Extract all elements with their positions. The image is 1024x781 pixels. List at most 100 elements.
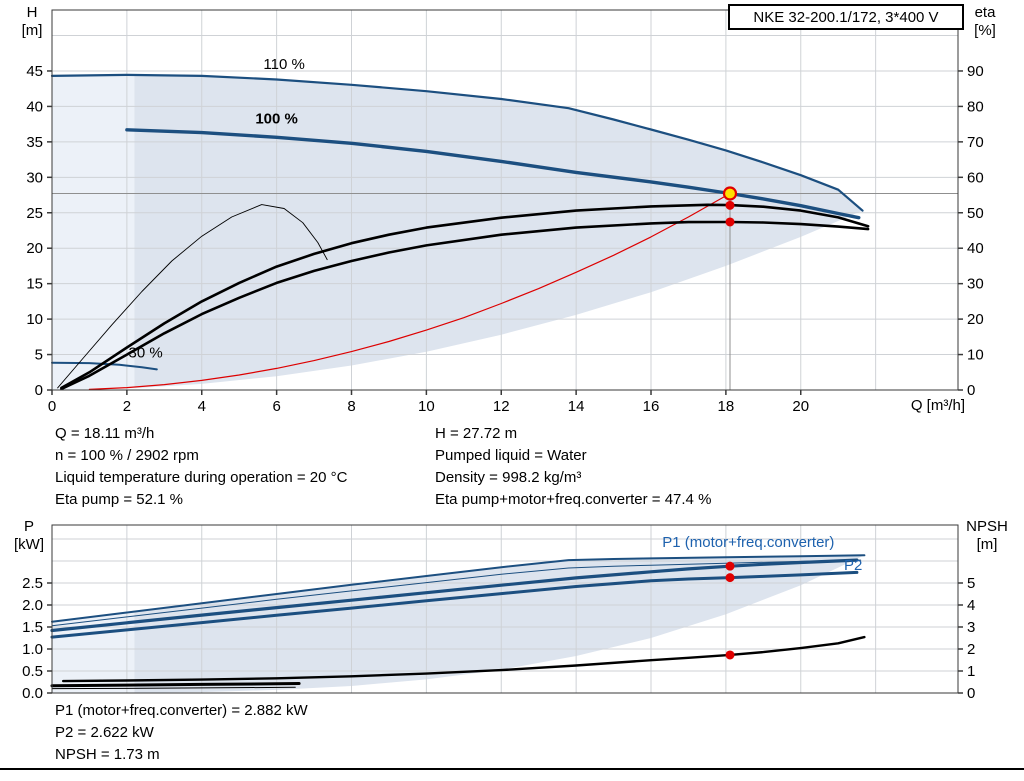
y-right-tick-label: 20: [967, 311, 984, 328]
npsh-point: [725, 650, 735, 660]
x-tick-label: 2: [123, 398, 131, 415]
p2-point: [725, 573, 735, 583]
y-tick-label: 5: [35, 347, 43, 364]
stat-speed: n = 100 % / 2902 rpm: [55, 447, 199, 464]
y-tick-label: 35: [26, 134, 43, 151]
npsh-axis-unit: [m]: [976, 536, 998, 553]
x-tick-label: 10: [418, 398, 435, 415]
p1-curve: [50, 558, 859, 633]
p1-110pct-boundary: [51, 554, 866, 623]
y-right-tick-label: 0: [967, 382, 975, 399]
y-tick-label: 45: [26, 63, 43, 80]
eta-pump-curve: [60, 203, 870, 390]
stat-liquid-temp: Liquid temperature during operation = 20…: [55, 469, 348, 486]
y-right-tick-label: 70: [967, 134, 984, 151]
stat-density: Density = 998.2 kg/m³: [435, 469, 582, 486]
y-right-tick-label: 4: [967, 597, 975, 614]
y-tick-label: 1.0: [22, 641, 43, 658]
stat-flow: Q = 18.11 m³/h: [55, 425, 155, 442]
y-tick-label: 25: [26, 205, 43, 222]
stat-p2: P2 = 2.622 kW: [55, 724, 154, 741]
duty-stats-left: Q = 18.11 m³/h n = 100 % / 2902 rpm Liqu…: [55, 423, 347, 511]
curve-30pct: [51, 361, 158, 371]
stat-eta-total: Eta pump+motor+freq.converter = 47.4 %: [435, 491, 712, 508]
y-tick-label: 2.0: [22, 597, 43, 614]
x-tick-label: 20: [792, 398, 809, 415]
curve-label: P1 (motor+freq.converter): [662, 534, 834, 551]
x-tick-label: 14: [568, 398, 585, 415]
y-right-tick-label: 2: [967, 641, 975, 658]
page-bottom-rule: [0, 768, 1024, 770]
y-right-tick-label: 40: [967, 240, 984, 257]
pump-model-title: NKE 32-200.1/172, 3*400 V: [753, 8, 939, 26]
eta-total-curve: [60, 220, 870, 391]
power-axis-label: P [kW]: [8, 518, 50, 554]
y-right-tick-label: 30: [967, 276, 984, 293]
y-right-tick-label: 10: [967, 347, 984, 364]
y-right-tick-label: 3: [967, 619, 975, 636]
head-axis-symbol: H: [26, 4, 38, 21]
y-right-tick-label: 5: [967, 575, 975, 592]
envelope-light: [52, 74, 135, 391]
plot-border: [51, 524, 959, 694]
y-right-tick-label: 1: [967, 663, 975, 680]
power-axis-symbol: P: [23, 518, 34, 535]
stat-pumped-liquid: Pumped liquid = Water: [435, 447, 587, 464]
operating-envelope: [134, 74, 863, 389]
stat-eta-pump: Eta pump = 52.1 %: [55, 491, 183, 508]
eta-axis-label: eta [%]: [962, 4, 1008, 40]
npsh-curve: [62, 635, 866, 683]
y-tick-label: 0.5: [22, 663, 43, 680]
flow-axis-label: Q [m³/h]: [910, 397, 965, 414]
head-axis-label: H [m]: [14, 4, 50, 40]
eta-axis-symbol: eta: [974, 4, 996, 21]
eta-curve-low-speed: [57, 204, 328, 389]
y-tick-label: 0: [35, 382, 43, 399]
duty-point: [722, 186, 738, 201]
eta-axis-unit: [%]: [974, 22, 996, 39]
qh-chart: 0 5 10 15 20 25 30 35 40 45 0 10 20 30 40 50 60 70 80 90 0 2 4…: [26, 9, 984, 415]
y-tick-label: 40: [26, 98, 43, 115]
x-tick-label: 8: [347, 398, 355, 415]
curve-110pct: [50, 73, 864, 212]
duty-stats-right: H = 27.72 m Pumped liquid = Water Densit…: [435, 423, 711, 511]
stat-head: H = 27.72 m: [435, 425, 518, 442]
power-stats: P1 (motor+freq.converter) = 2.882 kW P2 …: [55, 700, 308, 766]
y-right-tick-label: 60: [967, 169, 984, 186]
curve-100pct: [125, 128, 861, 220]
power-axis-unit: [kW]: [14, 536, 44, 553]
head-axis-unit: [m]: [21, 22, 43, 39]
x-tick-label: 12: [493, 398, 510, 415]
plot-border: [51, 9, 959, 391]
y-tick-label: 1.5: [22, 619, 43, 636]
npsh-axis-label: NPSH [m]: [956, 518, 1018, 554]
p2-curve: [50, 570, 859, 639]
curve-label: 100 %: [255, 110, 298, 127]
p-30pct-thick: [50, 682, 301, 688]
p1-thin-curve: [51, 559, 862, 627]
pump-title-box: NKE 32-200.1/172, 3*400 V: [728, 4, 964, 30]
y-tick-label: 2.5: [22, 575, 43, 592]
y-right-tick-label: 90: [967, 63, 984, 80]
y-tick-label: 15: [26, 276, 43, 293]
npsh-axis-symbol: NPSH: [966, 518, 1008, 535]
x-tick-label: 4: [198, 398, 206, 415]
y-tick-label: 0.0: [22, 685, 43, 702]
stat-p1: P1 (motor+freq.converter) = 2.882 kW: [55, 702, 308, 719]
p1-point: [725, 561, 735, 571]
x-tick-label: 18: [718, 398, 735, 415]
y-right-tick-label: 50: [967, 205, 984, 222]
eta-pump-point: [725, 200, 735, 210]
p-30pct-thin: [51, 686, 296, 690]
y-tick-label: 30: [26, 169, 43, 186]
power-chart: 0.0 0.5 1.0 1.5 2.0 2.5 0 1 2 3 4 5 P1 (motor+freq.c…: [22, 524, 975, 702]
eta-total-point: [725, 217, 735, 227]
affinity-parabola-red: [88, 192, 731, 390]
y-right-tick-label: 80: [967, 98, 984, 115]
y-tick-label: 10: [26, 311, 43, 328]
x-tick-label: 6: [272, 398, 280, 415]
curve-label: 110 %: [263, 56, 304, 73]
y-tick-label: 20: [26, 240, 43, 257]
